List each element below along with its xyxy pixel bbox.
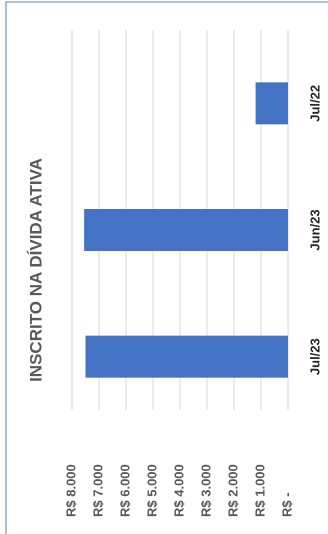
y-tick-label: R$ 6.000 [117, 464, 132, 517]
y-tick-label: R$ 2.000 [225, 464, 240, 517]
bar [84, 209, 289, 251]
y-tick-label: R$ 5.000 [144, 464, 159, 517]
x-tick-label: Jul/22 [307, 85, 322, 122]
bar [85, 335, 288, 378]
y-tick-label: R$ 1.000 [252, 464, 267, 517]
chart-title: INSCRITO NA DÍVIDA ATIVA [26, 158, 45, 382]
y-tick-label: R$ - [279, 492, 294, 517]
x-tick-label: Jun/23 [307, 209, 322, 250]
y-tick-label: R$ 8.000 [63, 464, 78, 517]
y-tick-label: R$ 7.000 [90, 464, 105, 517]
frame [5, 1, 328, 534]
y-tick-label: R$ 3.000 [198, 464, 213, 517]
bar [255, 82, 288, 125]
y-tick-label: R$ 4.000 [171, 464, 186, 517]
x-tick-label: Jul/23 [307, 338, 322, 375]
